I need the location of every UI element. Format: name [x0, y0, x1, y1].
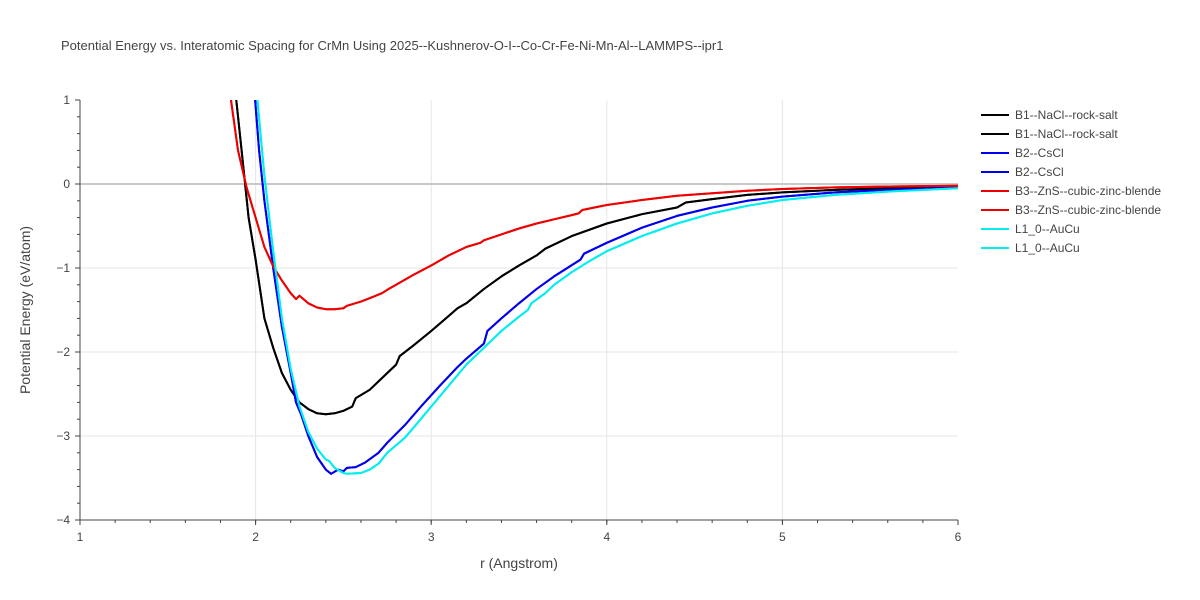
chart-title: Potential Energy vs. Interatomic Spacing… — [61, 38, 723, 53]
series-line-2 — [235, 100, 958, 416]
legend-label: B1--NaCl--rock-salt — [1015, 108, 1118, 122]
series-line-3 — [254, 100, 958, 475]
y-tick-label: −3 — [56, 429, 70, 443]
x-tick-label: 1 — [77, 530, 84, 544]
series-line-5 — [230, 100, 958, 311]
legend-label: L1_0--AuCu — [1015, 222, 1080, 236]
legend-label: B2--CsCl — [1015, 146, 1064, 160]
axes — [75, 99, 959, 525]
tick-labels: 1 2 3 4 5 6 1 0 −1 −2 −3 −4 — [56, 93, 961, 544]
x-tick-label: 5 — [779, 530, 786, 544]
x-tick-label: 4 — [603, 530, 610, 544]
y-tick-label: −1 — [56, 261, 70, 275]
series-line-4 — [254, 100, 958, 475]
y-tick-label: −4 — [56, 513, 70, 527]
legend-label: B3--ZnS--cubic-zinc-blende — [1015, 203, 1161, 217]
series-line-8 — [256, 100, 958, 475]
legend-label: L1_0--AuCu — [1015, 241, 1080, 255]
y-tick-label: 1 — [63, 93, 70, 107]
x-tick-label: 2 — [252, 530, 259, 544]
x-tick-label: 3 — [428, 530, 435, 544]
x-tick-label: 6 — [955, 530, 962, 544]
legend: B1--NaCl--rock-salt B1--NaCl--rock-salt B2… — [981, 108, 1161, 255]
y-tick-label: −2 — [56, 345, 70, 359]
y-axis-title: Potential Energy (eV/atom) — [17, 226, 33, 394]
series-line-6 — [230, 100, 958, 311]
legend-label: B2--CsCl — [1015, 165, 1064, 179]
grid — [80, 100, 958, 520]
x-axis-title: r (Angstrom) — [480, 555, 558, 571]
legend-label: B3--ZnS--cubic-zinc-blende — [1015, 184, 1161, 198]
series-line-7 — [256, 100, 958, 475]
y-tick-label: 0 — [63, 177, 70, 191]
legend-label: B1--NaCl--rock-salt — [1015, 127, 1118, 141]
plot-area — [230, 100, 958, 475]
